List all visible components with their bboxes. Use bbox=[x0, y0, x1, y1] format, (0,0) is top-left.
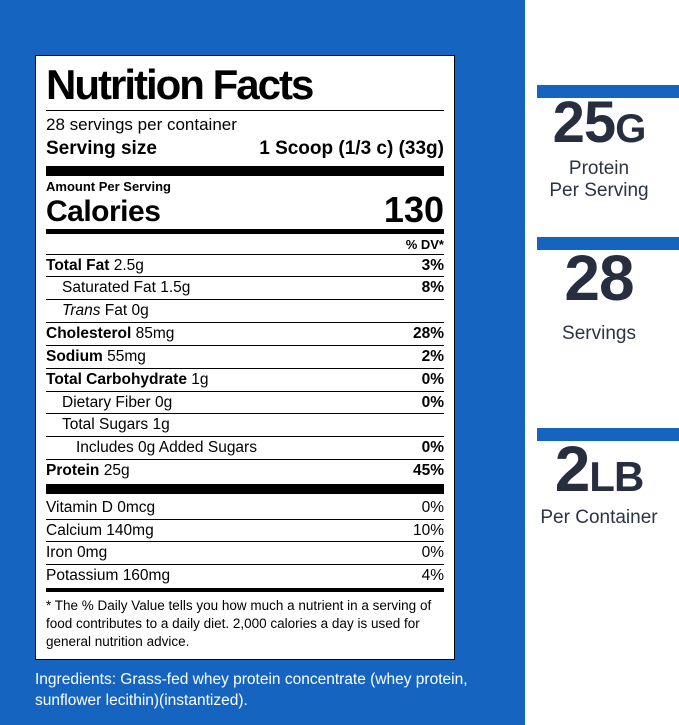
servings-per-container: 28 servings per container bbox=[46, 115, 237, 134]
divider-bar bbox=[537, 85, 679, 98]
amount-per-serving-label: Amount Per Serving bbox=[46, 179, 171, 195]
protein-amount: 25G bbox=[552, 90, 647, 155]
nutrient-row-trans-fat: Trans Fat 0g bbox=[46, 299, 444, 322]
nutrition-facts-title: Nutrition Facts bbox=[46, 61, 314, 108]
serving-size-value: 1 Scoop (1/3 c) (33g) bbox=[259, 138, 444, 160]
dv-value: 0% bbox=[421, 370, 444, 388]
dv-value: 0% bbox=[421, 544, 444, 562]
protein-caption: Protein Per Serving bbox=[549, 158, 649, 202]
nutrient-row-total-fat: Total Fat 2.5g 3% bbox=[46, 253, 444, 277]
dv-value: 28% bbox=[412, 325, 444, 343]
nutrient-row-sodium: Sodium 55mg 2% bbox=[46, 344, 444, 368]
dv-value: 0% bbox=[421, 393, 444, 411]
ingredients-text: Ingredients: Grass-fed whey protein conc… bbox=[35, 671, 468, 710]
serving-size-row: Serving size 1 Scoop (1/3 c) (33g) bbox=[46, 135, 444, 164]
nutrient-row-cholesterol: Cholesterol 85mg 28% bbox=[46, 322, 444, 345]
nutrient-row-dietary-fiber: Dietary Fiber 0g 0% bbox=[46, 390, 444, 414]
weight-caption: Per Container bbox=[540, 507, 658, 528]
dv-value: 10% bbox=[412, 521, 444, 539]
dv-value: 8% bbox=[421, 279, 444, 297]
servings-caption: Servings bbox=[562, 323, 636, 344]
dv-value: 0% bbox=[421, 439, 444, 457]
serving-size-label: Serving size bbox=[46, 138, 157, 160]
calories-label: Calories bbox=[46, 194, 161, 228]
nutrient-row-saturated-fat: Saturated Fat 1.5g 8% bbox=[46, 276, 444, 299]
servings-count: 28 bbox=[564, 242, 634, 314]
vitamin-row-vitamin-d: Vitamin D 0mcg 0% bbox=[46, 498, 444, 516]
nutrient-row-total-sugars: Total Sugars 1g bbox=[46, 413, 444, 436]
daily-value-header: % DV* bbox=[405, 236, 444, 252]
dv-value: 2% bbox=[421, 347, 444, 365]
calories-row: Calories 130 bbox=[46, 189, 444, 231]
divider-thick bbox=[46, 483, 444, 494]
highlights-column: 25G Protein Per Serving 28 Servings 2LB … bbox=[525, 0, 679, 725]
highlight-protein: 25G Protein Per Serving bbox=[525, 94, 673, 203]
dv-value: 4% bbox=[421, 567, 444, 585]
calories-value: 130 bbox=[383, 189, 444, 231]
dv-value: 0% bbox=[421, 498, 444, 516]
nutrient-row-added-sugars: Includes 0g Added Sugars 0% bbox=[46, 436, 444, 459]
highlight-weight: 2LB Per Container bbox=[525, 437, 673, 529]
ingredients-section: Ingredients: Grass-fed whey protein conc… bbox=[35, 670, 480, 725]
highlight-servings: 28 Servings bbox=[525, 246, 673, 345]
divider-medium bbox=[46, 228, 444, 234]
vitamin-row-calcium: Calcium 140mg 10% bbox=[46, 518, 444, 542]
label-blue-background: Nutrition Facts 28 servings per containe… bbox=[0, 0, 525, 725]
nutrient-row-total-carbohydrate: Total Carbohydrate 1g 0% bbox=[46, 367, 444, 391]
divider-thin bbox=[46, 110, 444, 111]
dv-value: 3% bbox=[421, 256, 444, 274]
vitamin-row-iron: Iron 0mg 0% bbox=[46, 541, 444, 564]
nutrient-row-protein: Protein 25g 45% bbox=[46, 458, 444, 482]
vitamin-row-potassium: Potassium 160mg 4% bbox=[46, 564, 444, 587]
container-weight: 2LB bbox=[554, 433, 645, 505]
nutrition-facts-panel: Nutrition Facts 28 servings per containe… bbox=[35, 55, 455, 661]
divider-bar bbox=[537, 237, 679, 250]
divider-thick bbox=[46, 166, 444, 177]
daily-value-footnote: * The % Daily Value tells you how much a… bbox=[46, 588, 444, 650]
divider-bar bbox=[537, 428, 679, 441]
dv-value: 45% bbox=[412, 461, 444, 479]
